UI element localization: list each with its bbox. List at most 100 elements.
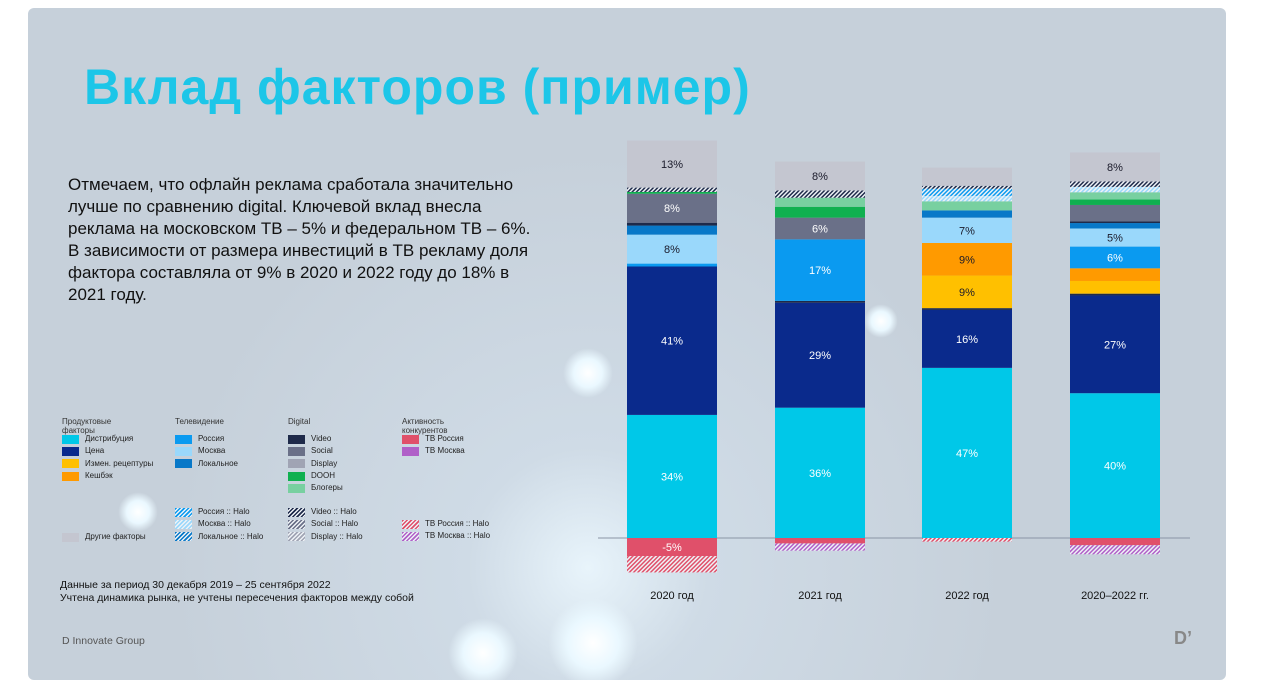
legend-item-tvmoscow: ТВ Москва <box>402 445 482 457</box>
legend-item-local: Локальное <box>175 458 255 470</box>
data-label: 13% <box>661 159 683 171</box>
bar-segment-local <box>1070 223 1160 229</box>
legend-item-tvrussia: ТВ Россия <box>402 433 482 445</box>
legend-halo-group: Другие факторы <box>62 531 146 543</box>
bar-segment-h_moscow <box>1070 186 1160 193</box>
legend-item-cashback: Кешбэк <box>62 470 153 482</box>
data-label: 9% <box>959 287 975 299</box>
bar-segment-other <box>922 167 1012 186</box>
legend-item-h_social: Social :: Halo <box>288 518 363 530</box>
category-label: 2020–2022 гг. <box>1081 590 1149 602</box>
data-label: 27% <box>1104 339 1126 351</box>
bar-segment-h_video <box>775 190 865 198</box>
legend-label: Дистрибуция <box>85 434 134 443</box>
legend-label: Блогеры <box>311 483 343 493</box>
price-swatch <box>62 446 79 456</box>
bar-segment-moscow <box>922 217 1012 243</box>
social-swatch <box>288 446 305 456</box>
bar-segment-h_video <box>1070 181 1160 187</box>
data-note: Данные за период 30 декабря 2019 – 25 се… <box>60 579 414 605</box>
data-label: 41% <box>661 336 683 348</box>
bokeh-light <box>563 348 613 398</box>
data-label: 47% <box>956 448 978 460</box>
legend-item-display: Display <box>288 458 368 470</box>
legend-group-title: Digital <box>288 417 311 426</box>
legend-label: Display :: Halo <box>311 531 363 541</box>
bar-segment-dist <box>775 407 865 538</box>
bar-segment-tvrussia <box>1070 538 1160 546</box>
h_moscow-swatch <box>175 519 192 529</box>
category-label: 2022 год <box>945 590 989 602</box>
legend-item-h_moscow: Москва :: Halo <box>175 518 263 530</box>
bokeh-light <box>118 492 158 532</box>
data-label: 40% <box>1104 461 1126 473</box>
legend-label: Россия <box>198 434 225 443</box>
legend-item-social: Social <box>288 445 368 457</box>
bar-segment-dist <box>627 414 717 538</box>
h_russia-swatch <box>175 507 192 517</box>
bar-segment-video <box>1070 221 1160 224</box>
tvrussia-swatch <box>402 434 419 444</box>
legend-label: Video <box>311 434 332 443</box>
legend-group-title: Продуктовые факторы <box>62 417 112 435</box>
legend-label: Локальное <box>198 458 238 468</box>
bar-segment-cashback <box>1070 268 1160 281</box>
bar-segment-other <box>775 161 865 191</box>
dist-swatch <box>62 434 79 444</box>
legend-group: Телевидение Россия Москва Локальное <box>175 417 255 470</box>
legend-item-dooh: DOOH <box>288 470 368 482</box>
bar-segment-price <box>627 266 717 415</box>
legend-label: Цена <box>85 446 105 456</box>
legend-label: Измен. рецептуры <box>85 458 154 468</box>
blogers-swatch <box>288 483 305 493</box>
bar-segment-h_tvmoscow <box>1070 545 1160 555</box>
legend-label: Москва :: Halo <box>198 519 251 529</box>
legend-label: Кешбэк <box>85 470 113 480</box>
other-swatch <box>62 532 79 542</box>
video-swatch <box>288 434 305 444</box>
bokeh-light <box>448 618 518 680</box>
bar-segment-h_tvrussia <box>922 538 1012 542</box>
legend-group: Digital Video Social Display DOOH Блогеры <box>288 417 368 494</box>
bar-segment-blogers <box>1070 192 1160 200</box>
legend-item-other: Другие факторы <box>62 531 146 543</box>
legend-item-h_local: Локальное :: Halo <box>175 531 263 543</box>
bar-segment-russia <box>627 263 717 267</box>
dooh-swatch <box>288 471 305 481</box>
h_social-swatch <box>288 519 305 529</box>
h_tvmoscow-swatch <box>402 531 419 541</box>
bar-segment-dist <box>1070 393 1160 538</box>
legend-item-h_russia: Россия :: Halo <box>175 506 263 518</box>
data-label: 9% <box>959 254 975 266</box>
bar-segment-local <box>627 225 717 235</box>
legend-label: Display <box>311 458 338 468</box>
bar-segment-social <box>627 193 717 223</box>
data-label: 7% <box>959 225 975 237</box>
legend-label: Локальное :: Halo <box>198 531 264 541</box>
russia-swatch <box>175 434 192 444</box>
bar-segment-moscow <box>1070 228 1160 247</box>
legend-item-moscow: Москва <box>175 445 255 457</box>
bar-segment-social <box>775 217 865 240</box>
data-label: 34% <box>661 471 683 483</box>
logo-icon: D’ <box>1174 628 1192 648</box>
legend-label: Video :: Halo <box>311 507 357 516</box>
bar-segment-h_video <box>627 187 717 192</box>
bar-segment-moscow <box>627 234 717 264</box>
bar-segment-video <box>922 308 1012 310</box>
category-label: 2020 год <box>650 590 694 602</box>
recipe-swatch <box>62 459 79 469</box>
bar-segment-price <box>922 309 1012 368</box>
legend-item-price: Цена <box>62 445 153 457</box>
legend-label: Другие факторы <box>85 532 146 541</box>
bar-segment-cashback <box>922 242 1012 276</box>
data-label: 17% <box>809 265 831 277</box>
legend-label: ТВ Москва <box>425 446 465 456</box>
display-swatch <box>288 459 305 469</box>
data-label: -5% <box>662 542 682 554</box>
legend-item-h_tvmoscow: ТВ Москва :: Halo <box>402 530 490 542</box>
data-label: 6% <box>812 223 828 235</box>
data-label: 5% <box>1107 233 1123 245</box>
bar-segment-other <box>1070 152 1160 182</box>
